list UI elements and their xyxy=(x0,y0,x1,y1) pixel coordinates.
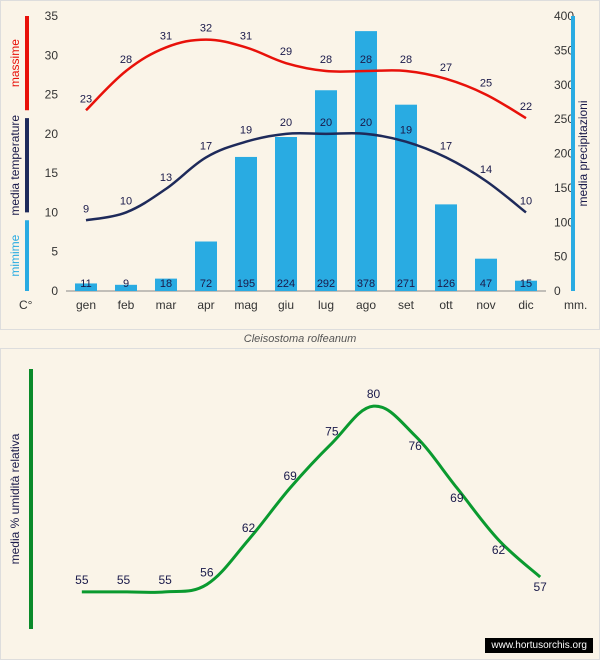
svg-text:195: 195 xyxy=(237,278,255,290)
svg-text:56: 56 xyxy=(200,565,214,579)
svg-text:27: 27 xyxy=(440,62,452,74)
svg-text:20: 20 xyxy=(280,117,292,129)
svg-text:28: 28 xyxy=(360,54,372,66)
species-caption: Cleisostoma rolfeanum xyxy=(0,330,600,348)
svg-text:media % umidità relativa: media % umidità relativa xyxy=(8,433,22,564)
svg-text:75: 75 xyxy=(325,424,339,438)
svg-text:nov: nov xyxy=(476,298,495,312)
svg-text:271: 271 xyxy=(397,278,415,290)
svg-text:media precipitazioni: media precipitazioni xyxy=(576,100,590,206)
svg-text:mimime: mimime xyxy=(8,234,22,276)
svg-text:5: 5 xyxy=(51,245,58,259)
top-chart-svg: 0510152025303505010015020025030035040011… xyxy=(1,1,599,329)
svg-text:29: 29 xyxy=(280,46,292,58)
svg-text:dic: dic xyxy=(518,298,533,312)
svg-text:72: 72 xyxy=(200,278,212,290)
svg-text:28: 28 xyxy=(400,54,412,66)
svg-text:ott: ott xyxy=(439,298,453,312)
svg-text:0: 0 xyxy=(51,284,58,298)
svg-text:13: 13 xyxy=(160,172,172,184)
svg-text:giu: giu xyxy=(278,298,294,312)
svg-text:10: 10 xyxy=(120,195,132,207)
svg-text:22: 22 xyxy=(520,101,532,113)
svg-text:10: 10 xyxy=(45,205,59,219)
svg-text:80: 80 xyxy=(367,387,381,401)
svg-text:gen: gen xyxy=(76,298,96,312)
svg-text:20: 20 xyxy=(45,127,59,141)
svg-text:126: 126 xyxy=(437,278,455,290)
svg-text:30: 30 xyxy=(45,48,59,62)
svg-text:31: 31 xyxy=(160,30,172,42)
svg-text:35: 35 xyxy=(45,9,59,23)
svg-text:378: 378 xyxy=(357,278,375,290)
svg-text:10: 10 xyxy=(520,195,532,207)
svg-text:11: 11 xyxy=(80,278,91,290)
climate-chart-top: 0510152025303505010015020025030035040011… xyxy=(0,0,600,330)
svg-text:9: 9 xyxy=(83,203,89,215)
svg-text:C°: C° xyxy=(19,298,33,312)
svg-text:292: 292 xyxy=(317,278,335,290)
svg-text:apr: apr xyxy=(197,298,214,312)
svg-text:set: set xyxy=(398,298,415,312)
svg-text:25: 25 xyxy=(45,88,59,102)
svg-text:15: 15 xyxy=(45,166,59,180)
svg-text:23: 23 xyxy=(80,93,92,105)
svg-text:55: 55 xyxy=(117,573,131,587)
svg-text:ago: ago xyxy=(356,298,376,312)
svg-text:feb: feb xyxy=(118,298,135,312)
svg-text:50: 50 xyxy=(554,250,568,264)
svg-text:media temperature: media temperature xyxy=(8,115,22,216)
svg-text:62: 62 xyxy=(492,543,506,557)
svg-text:76: 76 xyxy=(408,439,422,453)
svg-text:32: 32 xyxy=(200,23,212,35)
svg-text:55: 55 xyxy=(75,573,89,587)
humidity-chart-bottom: 55 55 55 56 62 69 75 80 76 69 62 57 media % umidità … xyxy=(0,348,600,660)
svg-text:20: 20 xyxy=(320,117,332,129)
svg-text:20: 20 xyxy=(360,117,372,129)
svg-text:mar: mar xyxy=(156,298,177,312)
svg-text:15: 15 xyxy=(520,278,532,290)
svg-text:69: 69 xyxy=(283,469,297,483)
svg-text:25: 25 xyxy=(480,78,492,90)
svg-text:47: 47 xyxy=(480,278,492,290)
svg-text:14: 14 xyxy=(480,164,492,176)
svg-text:19: 19 xyxy=(400,125,412,137)
svg-text:224: 224 xyxy=(277,278,295,290)
svg-text:17: 17 xyxy=(200,140,212,152)
svg-text:57: 57 xyxy=(533,580,547,594)
watermark: www.hortusorchis.org xyxy=(485,638,593,653)
svg-text:69: 69 xyxy=(450,491,464,505)
svg-text:18: 18 xyxy=(160,278,172,290)
svg-text:9: 9 xyxy=(123,278,129,290)
svg-text:lug: lug xyxy=(318,298,334,312)
svg-text:62: 62 xyxy=(242,521,256,535)
svg-text:28: 28 xyxy=(320,54,332,66)
svg-text:19: 19 xyxy=(240,125,252,137)
svg-text:mag: mag xyxy=(234,298,257,312)
svg-text:28: 28 xyxy=(120,54,132,66)
svg-text:0: 0 xyxy=(554,284,561,298)
svg-text:31: 31 xyxy=(240,30,252,42)
svg-text:mm.: mm. xyxy=(564,298,587,312)
svg-text:55: 55 xyxy=(158,573,172,587)
bottom-chart-svg: 55 55 55 56 62 69 75 80 76 69 62 57 media % umidità … xyxy=(1,349,599,659)
svg-text:massime: massime xyxy=(8,39,22,87)
svg-text:17: 17 xyxy=(440,140,452,152)
